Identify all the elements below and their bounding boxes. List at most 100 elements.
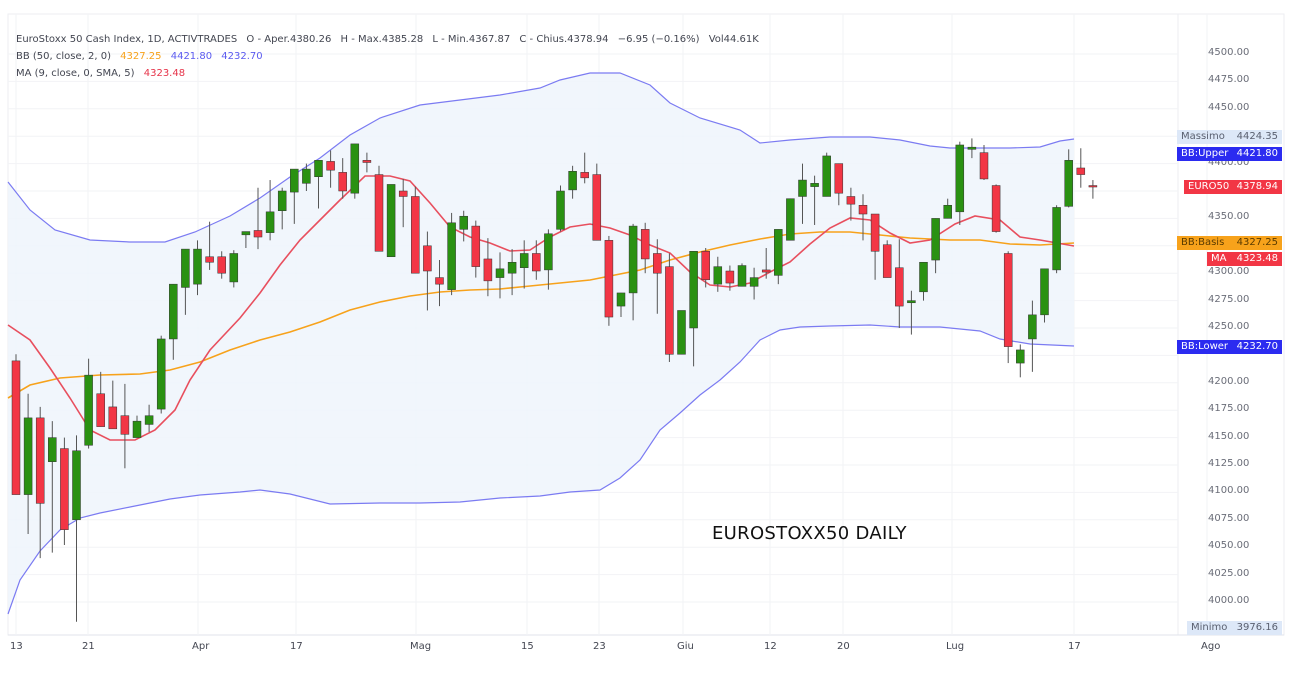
price-axis-tick: 4075.00	[1208, 512, 1250, 524]
legend-symbol-title[interactable]: EuroStoxx 50 Cash Index, 1D, ACTIVTRADES	[16, 34, 238, 45]
price-axis-tick: 4175.00	[1208, 403, 1250, 415]
legend-high: H - Max.4385.28	[340, 34, 424, 45]
candle-up	[677, 310, 686, 355]
candle-down	[362, 160, 372, 163]
time-axis-tick: 21	[82, 641, 95, 652]
legend-bb-row[interactable]: BB (50, close, 2, 0) 4327.25 4421.80 423…	[16, 48, 765, 65]
candle-up	[447, 222, 456, 290]
candle-down	[653, 253, 662, 274]
candle-down	[580, 172, 589, 179]
time-axis-tick: Giu	[677, 641, 694, 652]
candle-down	[882, 244, 892, 278]
candle-down	[991, 185, 1001, 232]
price-axis-tick: 4000.00	[1208, 595, 1250, 606]
candle-down	[435, 277, 444, 285]
price-axis-tick: 4250.00	[1208, 321, 1250, 332]
candle-down	[483, 258, 493, 282]
time-axis-tick: Apr	[192, 641, 210, 652]
candle-up	[302, 168, 311, 184]
candle-up	[72, 450, 81, 521]
candle-up	[386, 184, 396, 258]
candle-up	[144, 415, 154, 425]
price-tag-label: BB:Upper	[1181, 147, 1229, 159]
candle-down	[604, 240, 614, 318]
price-tag-bb-lower: BB:Lower 4232.70	[1177, 339, 1282, 354]
candle-up	[967, 146, 977, 150]
candle-down	[60, 448, 69, 530]
candle-up	[277, 190, 287, 211]
candle-up	[169, 283, 178, 340]
candle-down	[96, 393, 105, 427]
candle-down	[326, 161, 335, 171]
candle-up	[241, 231, 251, 236]
candle-down	[471, 225, 481, 267]
time-axis-tick: Ago	[1201, 641, 1221, 652]
candle-up	[931, 218, 940, 261]
price-axis-tick: 4450.00	[1208, 101, 1250, 113]
candle-up	[495, 268, 505, 278]
price-axis-tick: 4150.00	[1208, 430, 1250, 442]
candle-down	[858, 204, 868, 215]
candle-down	[411, 196, 420, 274]
candle-up	[556, 190, 565, 230]
price-tag-label: BB:Basis	[1181, 237, 1225, 249]
legend-bb-basis: 4327.25	[120, 51, 162, 62]
candle-up	[749, 277, 759, 287]
bb-upper-line	[7, 72, 1075, 243]
candle-down	[398, 190, 408, 197]
legend-ma-row[interactable]: MA (9, close, 0, SMA, 5) 4323.48	[16, 65, 765, 82]
candle-down	[1003, 253, 1013, 347]
bollinger-band-fill	[8, 73, 1074, 614]
candle-up	[810, 183, 819, 187]
price-axis-tick: 4350.00	[1208, 211, 1250, 223]
price-tag-value: 3976.16	[1236, 622, 1278, 634]
candle-up	[23, 417, 33, 495]
candle-up	[1040, 268, 1049, 316]
candle-down	[217, 256, 226, 274]
candle-up	[907, 300, 916, 304]
candle-down	[592, 174, 602, 241]
candle-up	[628, 225, 638, 294]
legend-ma-value: 4323.48	[143, 68, 186, 79]
candle-up	[507, 261, 517, 274]
candle-down	[870, 213, 880, 252]
candle-up	[132, 420, 142, 438]
bb-lower-line	[7, 324, 1075, 615]
candle-up	[1052, 207, 1061, 271]
time-axis-tick: 13	[10, 641, 23, 652]
candle-down	[725, 270, 735, 284]
time-axis-tick: 23	[593, 641, 606, 652]
price-tag-label: BB:Lower	[1181, 340, 1229, 352]
candle-up	[314, 160, 323, 178]
legend-bb-upper: 4421.80	[170, 51, 213, 62]
candle-up	[84, 374, 93, 446]
legend-volume: Vol44.61K	[708, 34, 759, 45]
candle-down	[979, 152, 989, 180]
candle-down	[895, 267, 904, 307]
candle-up	[156, 338, 166, 410]
price-tag-ma: MA 4323.48	[1207, 251, 1282, 266]
price-tag-value: 4421.80	[1236, 147, 1278, 159]
candle-up	[568, 171, 577, 191]
candle-down	[834, 163, 844, 194]
price-tag-value: 4323.48	[1236, 252, 1278, 264]
time-axis-tick: 17	[290, 641, 303, 652]
price-axis-tick: 4475.00	[1208, 74, 1250, 86]
price-tag-minimo: Minimo 3976.16	[1187, 621, 1282, 636]
legend-ma-label: MA (9, close, 0, SMA, 5)	[16, 68, 135, 79]
price-axis-tick: 4200.00	[1208, 375, 1250, 387]
price-tag-label: Minimo	[1191, 622, 1228, 634]
candle-up	[229, 253, 239, 283]
candle-down	[35, 417, 45, 504]
price-tag-value: 4378.94	[1236, 180, 1278, 192]
legend-close: C - Chius.4378.94	[519, 34, 609, 45]
candle-down	[640, 229, 650, 260]
candle-up	[265, 211, 275, 233]
price-axis-tick: 4025.00	[1208, 567, 1250, 579]
candle-down	[701, 251, 710, 281]
price-tag-value: 4424.35	[1236, 130, 1278, 142]
candle-up	[713, 266, 723, 285]
candle-up	[1028, 314, 1037, 340]
candle-up	[774, 229, 783, 276]
